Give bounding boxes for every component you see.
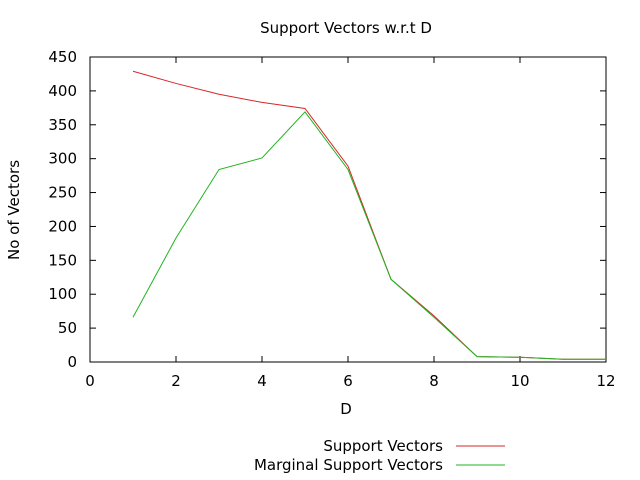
chart-title: Support Vectors w.r.t D	[260, 19, 432, 37]
y-tick-label: 0	[67, 353, 77, 371]
series-lines	[132, 70, 606, 360]
x-tick-label: 10	[510, 372, 529, 390]
y-tick-label: 100	[48, 285, 77, 303]
x-tick-label: 2	[171, 372, 181, 390]
y-tick-label: 250	[48, 184, 77, 202]
y-tick-label: 200	[48, 217, 77, 235]
axis-ticks: 0 2 4 6 8 10 12 0 50 100 150 200 250 300 350 400 450	[48, 48, 615, 390]
y-tick-label: 400	[48, 82, 77, 100]
x-axis-label: D	[340, 400, 352, 418]
legend-label-1: Support Vectors	[323, 437, 443, 455]
y-tick-label: 450	[48, 48, 77, 66]
x-tick-label: 4	[257, 372, 267, 390]
y-tick-label: 300	[48, 150, 77, 168]
y-tick-label: 350	[48, 116, 77, 134]
x-tick-label: 8	[429, 372, 439, 390]
x-tick-label: 0	[85, 372, 95, 390]
x-tick-label: 12	[596, 372, 615, 390]
y-tick-label: 50	[58, 319, 77, 337]
plot-frame	[89, 56, 607, 363]
y-tick-label: 150	[48, 251, 77, 269]
legend-label-2: Marginal Support Vectors	[254, 456, 443, 474]
series-line-1	[132, 70, 606, 360]
y-axis-label: No of Vectors	[5, 160, 23, 260]
series-line-2	[132, 111, 606, 360]
x-tick-label: 6	[343, 372, 353, 390]
